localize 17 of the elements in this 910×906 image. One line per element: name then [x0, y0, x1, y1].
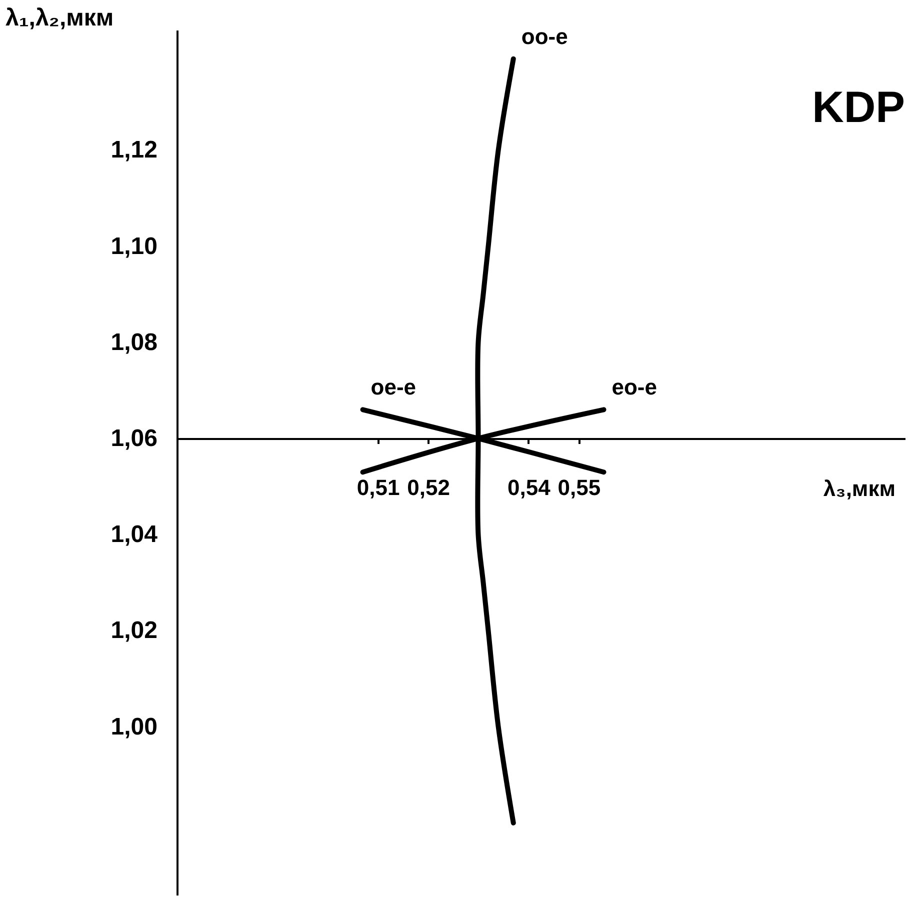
series-label: oo-e	[521, 24, 568, 49]
y-tick-label: 1,00	[110, 713, 158, 740]
y-tick-label: 1,04	[110, 521, 158, 548]
y-tick-label: 1,08	[110, 328, 158, 356]
y-tick-label: 1,10	[110, 232, 158, 260]
y-tick-label: 1,02	[110, 617, 158, 644]
y-tick-label: 1,12	[110, 136, 158, 164]
x-tick-label: 0,52	[407, 474, 450, 500]
x-tick-label: 0,51	[356, 474, 400, 500]
x-tick-label: 0,54	[508, 474, 552, 500]
series-label: eo-e	[612, 374, 658, 400]
x-axis-title: λ₃,мкм	[823, 476, 896, 501]
y-axis-title: λ₁,λ₂,мкм	[6, 4, 114, 32]
text: KDP	[812, 83, 905, 132]
series-label: oe-e	[370, 374, 416, 400]
x-tick-label: 0,55	[558, 474, 601, 500]
y-tick-label: 1,06	[110, 424, 158, 452]
